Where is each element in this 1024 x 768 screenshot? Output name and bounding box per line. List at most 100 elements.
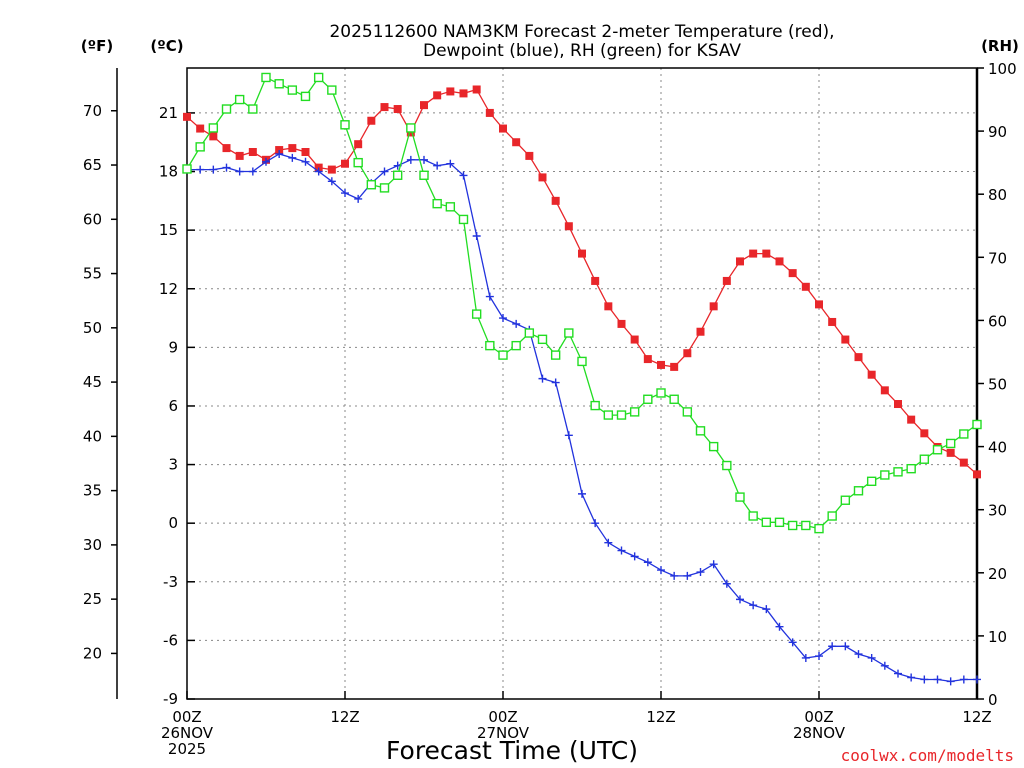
dewpoint-point: [683, 571, 692, 580]
rh-line: [186, 76, 978, 530]
rh-point: [419, 170, 429, 180]
rh-point: [840, 495, 851, 505]
temperature-point: [828, 317, 837, 326]
dewpoint-point: [973, 675, 981, 684]
fahrenheit-tick-label: 35: [83, 482, 102, 500]
rh-point: [261, 72, 271, 83]
temperature-series: [183, 85, 981, 479]
rh-point: [577, 356, 587, 367]
celsius-tick-label: 6: [168, 397, 178, 415]
rh-point: [485, 340, 495, 351]
temperature-point: [591, 276, 600, 285]
dewpoint-point: [433, 161, 442, 170]
dewpoint-point: [920, 675, 929, 684]
celsius-tick-label: 21: [159, 104, 178, 122]
temperature-point: [775, 257, 784, 266]
temperature-point: [196, 124, 205, 133]
fahrenheit-tick-label: 20: [83, 644, 102, 662]
dewpoint-point: [867, 653, 876, 662]
temperature-point: [209, 132, 218, 141]
dewpoint-point: [301, 157, 310, 166]
rh-point: [827, 511, 837, 521]
dewpoint-point: [262, 157, 270, 166]
dewpoint-point: [815, 652, 823, 661]
fahrenheit-tick-label: 50: [83, 319, 102, 337]
rh-series: [182, 72, 982, 534]
temperature-point: [301, 148, 310, 157]
rh-point: [471, 309, 482, 319]
dewpoint-point: [420, 155, 428, 164]
fahrenheit-tick-label: 55: [83, 265, 102, 283]
temperature-point: [894, 400, 902, 409]
temperature-point: [670, 362, 679, 371]
celsius-unit-label: (ºC): [150, 37, 183, 55]
temperature-point: [525, 151, 534, 160]
rh-point: [327, 85, 337, 95]
x-tick-label: 00Z: [172, 708, 201, 726]
dewpoint-point: [946, 677, 955, 686]
dewpoint-point: [196, 165, 205, 174]
rh-point: [669, 394, 679, 404]
rh-point: [919, 454, 930, 464]
rh-point: [248, 104, 258, 114]
x-tick-label: 12Z: [962, 708, 991, 726]
rh-point: [656, 388, 666, 398]
temperature-point: [867, 370, 876, 379]
temperature-point: [907, 415, 916, 424]
dewpoint-point: [907, 673, 916, 682]
temperature-point: [630, 335, 639, 344]
rh-point: [893, 467, 903, 477]
data-series: [182, 72, 982, 686]
fahrenheit-tick-label: 60: [83, 210, 102, 228]
rh-point: [313, 72, 324, 83]
dewpoint-point: [472, 232, 481, 241]
dewpoint-point: [314, 167, 323, 176]
dewpoint-point: [564, 431, 573, 440]
temperature-point: [235, 151, 244, 160]
temperature-point: [801, 282, 810, 291]
temperature-point: [815, 300, 823, 309]
temperature-point: [499, 124, 507, 133]
celsius-tick-label: 12: [159, 280, 178, 298]
temperature-point: [946, 448, 955, 457]
dewpoint-point: [288, 153, 297, 162]
dewpoint-point: [380, 167, 389, 176]
rh-point: [353, 157, 363, 168]
dewpoint-point: [512, 319, 521, 328]
dewpoint-point: [538, 374, 547, 383]
temperature-point: [564, 222, 573, 231]
rh-point: [801, 520, 811, 531]
dewpoint-point: [578, 489, 586, 498]
temperature-line: [186, 88, 978, 475]
rh-point: [340, 120, 350, 130]
dewpoint-point: [709, 560, 718, 569]
rh-point: [274, 79, 284, 89]
temperature-point: [222, 144, 231, 153]
rh-point: [787, 520, 798, 531]
dewpoint-point: [209, 165, 218, 174]
temperature-point: [420, 101, 428, 110]
temperature-point: [880, 386, 889, 395]
axes: [111, 67, 984, 700]
rh-point: [761, 517, 772, 528]
chart-title-line-1: 2025112600 NAM3KM Forecast 2-meter Tempe…: [329, 22, 834, 42]
celsius-tick-label: 18: [159, 163, 178, 181]
rh-point: [814, 523, 824, 534]
dewpoint-point: [459, 171, 468, 180]
temperature-point: [538, 173, 547, 182]
temperature-point: [393, 105, 402, 114]
rh-point: [880, 470, 890, 480]
fahrenheit-tick-label: 25: [83, 590, 102, 608]
rh-point: [972, 419, 982, 430]
dewpoint-point: [696, 568, 705, 577]
dewpoint-point: [485, 292, 494, 301]
rh-point: [945, 438, 956, 449]
celsius-tick-label: -9: [163, 690, 178, 708]
celsius-tick-label: -6: [163, 631, 178, 649]
temperature-point: [472, 85, 481, 94]
temperature-point: [288, 144, 297, 153]
rh-point: [287, 85, 298, 95]
temperature-point: [551, 196, 560, 205]
rh-point: [603, 410, 614, 420]
temperature-point: [762, 249, 771, 258]
